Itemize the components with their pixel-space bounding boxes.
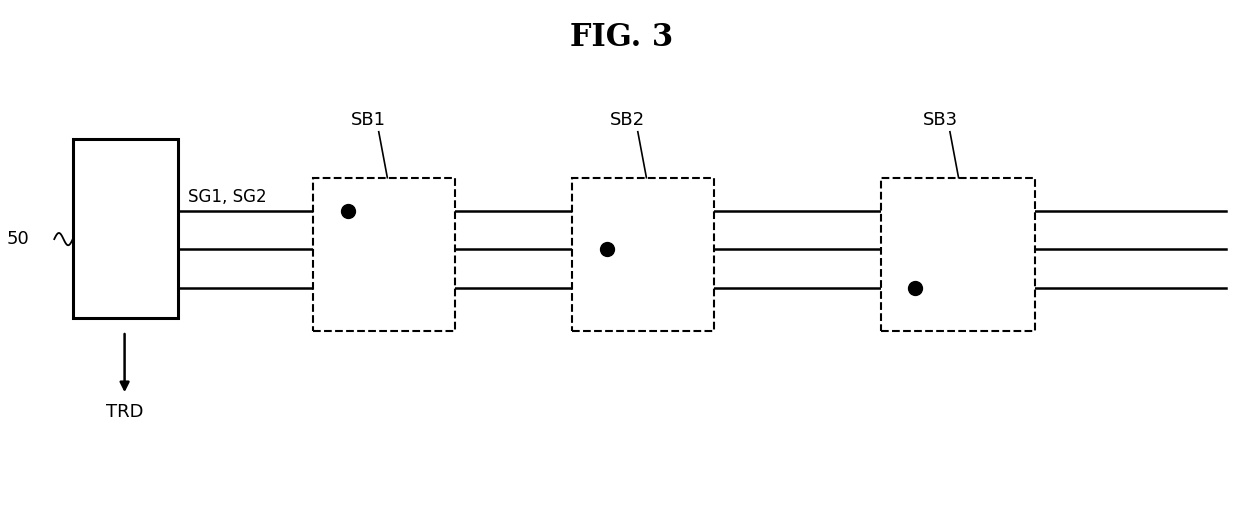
FancyArrowPatch shape: [120, 334, 129, 390]
Bar: [573, 178, 714, 331]
Text: SB1: SB1: [351, 111, 387, 129]
Text: TRD: TRD: [105, 402, 144, 420]
Text: 50: 50: [7, 230, 30, 248]
Text: SG1, SG2: SG1, SG2: [187, 188, 267, 206]
Text: SB3: SB3: [923, 111, 957, 129]
Bar: [73, 139, 177, 318]
Text: SB2: SB2: [610, 111, 646, 129]
Text: FIG. 3: FIG. 3: [570, 22, 673, 52]
Bar: [314, 178, 455, 331]
Bar: [880, 178, 1035, 331]
